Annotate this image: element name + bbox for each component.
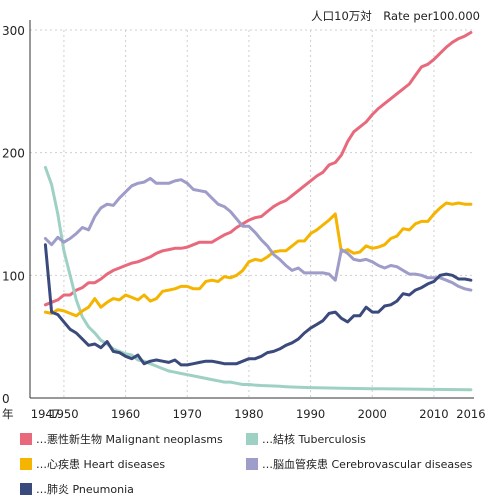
y-tick-label: 300 xyxy=(2,24,25,38)
legend-label: 心疾患 Heart diseases xyxy=(47,458,166,471)
legend-leader: … xyxy=(36,482,47,496)
series-line-4 xyxy=(43,243,473,367)
legend-swatch xyxy=(246,458,258,470)
legend-item: … 心疾患 Heart diseases xyxy=(20,456,165,472)
x-tick-label: 2010 xyxy=(419,407,448,421)
legend-swatch xyxy=(20,483,32,495)
x-tick-label: 1960 xyxy=(111,407,140,421)
unit-label: 人口10万対 Rate per100.000 xyxy=(311,9,480,23)
legend-leader: … xyxy=(262,457,273,471)
x-tick-label: 1950 xyxy=(49,407,78,421)
legend-item: … 悪性新生物 Malignant neoplasms xyxy=(20,431,223,447)
legend-swatch xyxy=(20,458,32,470)
legend-label: 肺炎 Pneumonia xyxy=(47,483,134,496)
x-tick-label: 1947 xyxy=(31,407,60,421)
series-line-2 xyxy=(43,201,473,318)
x-tick-label: 2000 xyxy=(358,407,387,421)
y-tick-label: 100 xyxy=(2,269,25,283)
series-line-0 xyxy=(43,31,473,307)
series-line-3 xyxy=(43,176,473,292)
legend-item: … 脳血管疾患 Cerebrovascular diseases xyxy=(246,456,472,472)
x-tick-label: 1980 xyxy=(234,407,263,421)
chart-legend: … 悪性新生物 Malignant neoplasms… 結核 Tubercul… xyxy=(0,427,490,497)
legend-swatch xyxy=(20,433,32,445)
legend-leader: … xyxy=(36,432,47,446)
legend-item: … 結核 Tuberculosis xyxy=(246,431,366,447)
legend-item: … 肺炎 Pneumonia xyxy=(20,481,134,497)
grid-lines xyxy=(30,29,474,398)
series-line-1 xyxy=(43,165,473,392)
axes xyxy=(29,20,474,399)
x-tick-label: 1970 xyxy=(173,407,202,421)
legend-swatch xyxy=(246,433,258,445)
y-tick-label: 200 xyxy=(2,147,25,161)
series-lines xyxy=(43,31,473,392)
legend-label: 悪性新生物 Malignant neoplasms xyxy=(47,433,223,446)
x-axis-label: 年 xyxy=(2,407,14,421)
x-tick-label: 2016 xyxy=(456,407,485,421)
y-tick-label: 0 xyxy=(2,392,10,406)
legend-leader: … xyxy=(262,432,273,446)
legend-label: 結核 Tuberculosis xyxy=(273,433,366,446)
legend-leader: … xyxy=(36,457,47,471)
x-tick-label: 1990 xyxy=(296,407,325,421)
legend-label: 脳血管疾患 Cerebrovascular diseases xyxy=(273,458,473,471)
